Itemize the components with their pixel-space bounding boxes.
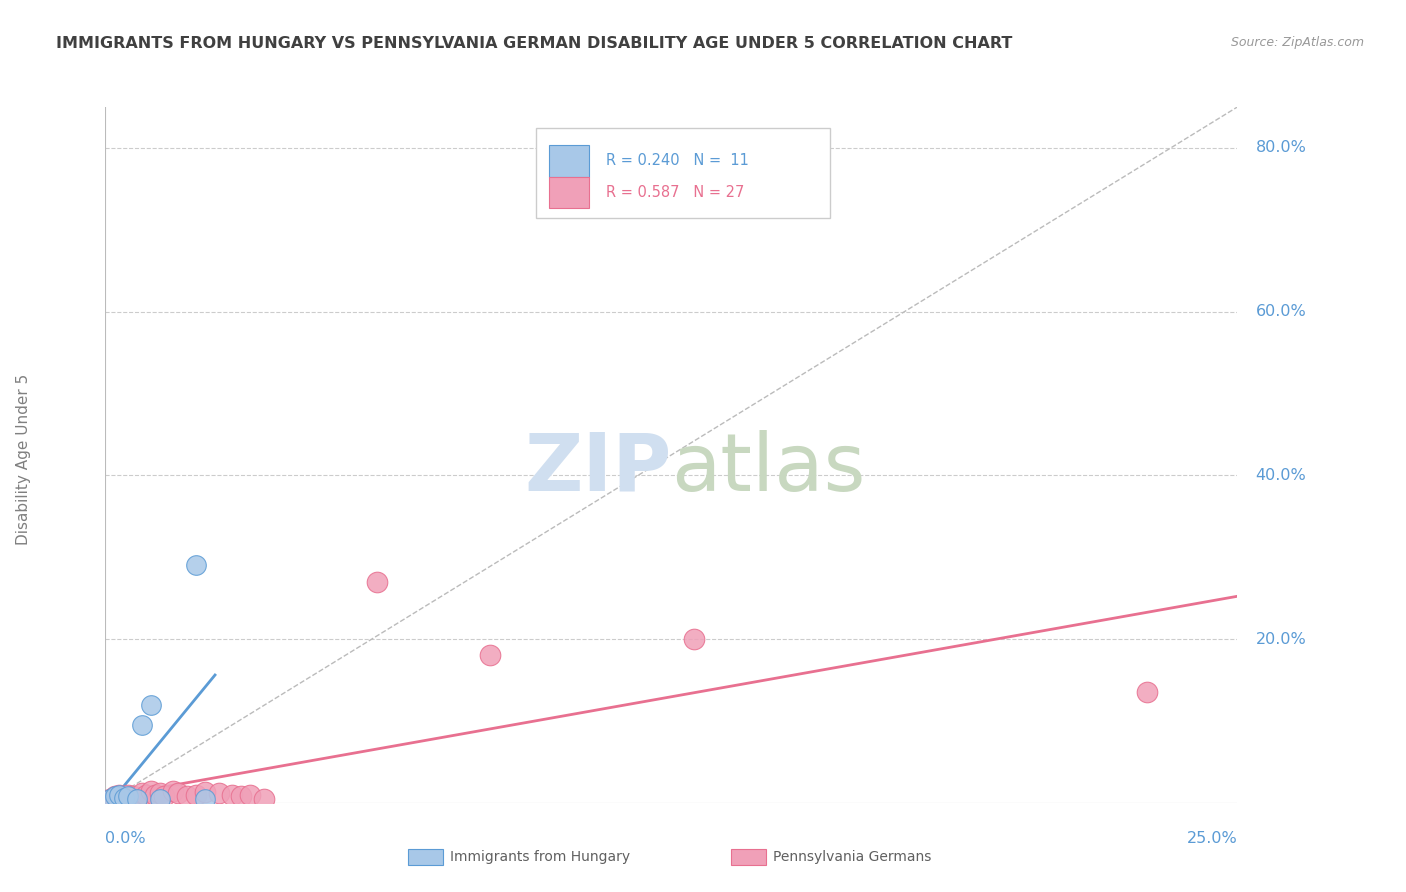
Bar [536, 128, 830, 219]
Point [162, 783, 184, 797]
Point [253, 791, 276, 805]
Point [1136, 685, 1159, 699]
Bar [550, 145, 589, 177]
Point [167, 786, 190, 800]
Point [108, 788, 131, 802]
Point [121, 789, 143, 804]
Point [98, 791, 121, 805]
Text: Disability Age Under 5: Disability Age Under 5 [17, 374, 31, 545]
Point [117, 789, 139, 804]
Text: atlas: atlas [672, 430, 866, 508]
Text: 20.0%: 20.0% [1256, 632, 1306, 647]
Text: Source: ZipAtlas.com: Source: ZipAtlas.com [1230, 36, 1364, 49]
Point [131, 786, 153, 800]
Point [231, 789, 253, 804]
Point [108, 788, 131, 802]
Point [184, 558, 207, 573]
Point [103, 789, 125, 804]
Point [239, 788, 262, 802]
Point [139, 783, 162, 797]
Text: ZIP: ZIP [524, 430, 672, 508]
Point [131, 718, 153, 732]
Point [103, 789, 125, 804]
Point [127, 791, 149, 805]
Point [683, 632, 706, 646]
Point [112, 791, 135, 805]
Point [149, 786, 172, 800]
Text: 40.0%: 40.0% [1256, 468, 1306, 483]
Text: 80.0%: 80.0% [1256, 140, 1306, 155]
Text: R = 0.240   N =  11: R = 0.240 N = 11 [606, 153, 748, 169]
Point [208, 786, 231, 800]
Point [479, 648, 502, 663]
Point [194, 791, 217, 805]
Point [139, 698, 162, 712]
Text: 0.0%: 0.0% [105, 831, 146, 847]
Text: 25.0%: 25.0% [1187, 831, 1237, 847]
Point [221, 788, 243, 802]
Bar [550, 177, 589, 208]
Text: R = 0.587   N = 27: R = 0.587 N = 27 [606, 185, 744, 200]
Point [98, 791, 121, 805]
Text: Pennsylvania Germans: Pennsylvania Germans [773, 850, 932, 864]
Point [149, 791, 172, 805]
Point [135, 788, 157, 802]
Text: Immigrants from Hungary: Immigrants from Hungary [450, 850, 630, 864]
Point [153, 789, 176, 804]
Text: IMMIGRANTS FROM HUNGARY VS PENNSYLVANIA GERMAN DISABILITY AGE UNDER 5 CORRELATIO: IMMIGRANTS FROM HUNGARY VS PENNSYLVANIA … [56, 36, 1012, 51]
Point [143, 788, 166, 802]
Point [184, 788, 207, 802]
Point [127, 791, 149, 805]
Point [112, 790, 135, 805]
Text: 60.0%: 60.0% [1256, 304, 1306, 319]
Point [366, 574, 388, 589]
Point [176, 789, 198, 804]
Point [194, 785, 217, 799]
Point [117, 788, 139, 802]
